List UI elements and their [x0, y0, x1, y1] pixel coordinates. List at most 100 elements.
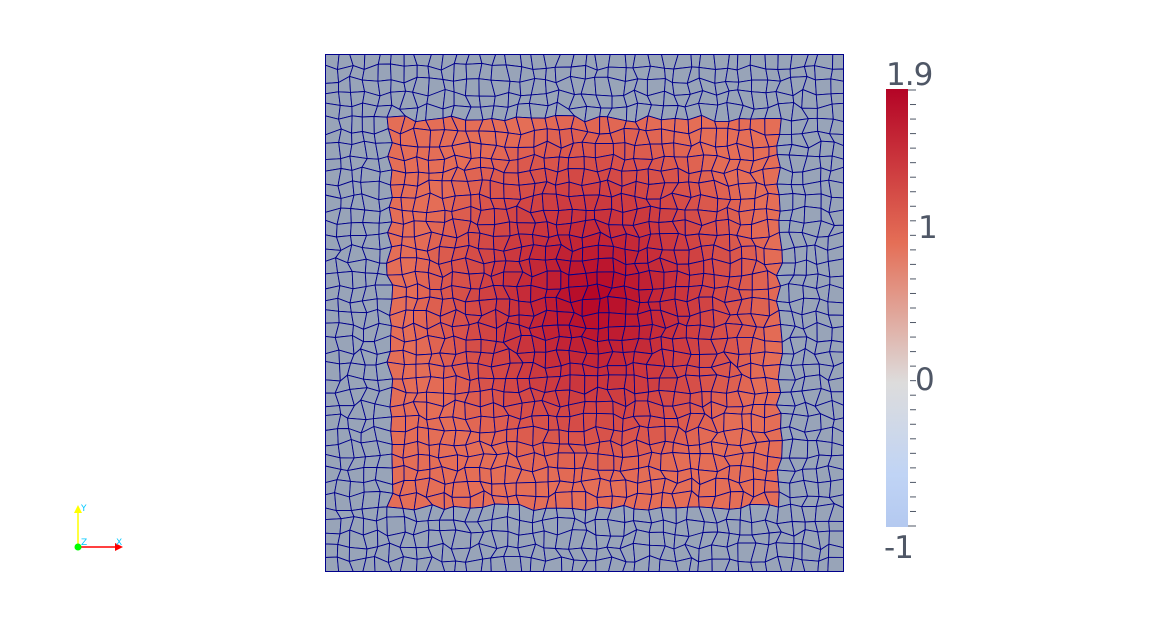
mesh-cell — [763, 352, 783, 366]
mesh-cell — [779, 194, 793, 212]
mesh-cell — [738, 183, 756, 200]
mesh-cell — [348, 468, 364, 483]
mesh-cell — [465, 79, 479, 96]
mesh-cell — [416, 364, 431, 378]
mesh-cell — [413, 211, 427, 221]
mesh-cell — [492, 517, 509, 532]
y-axis-label: Y — [80, 504, 87, 514]
mesh-cell — [635, 392, 649, 401]
mesh-cell — [362, 492, 380, 510]
mesh-cell — [325, 557, 339, 572]
orientation-axes-widget: Y X Z — [66, 500, 136, 560]
mesh-cell — [649, 222, 660, 235]
mesh-cell — [832, 326, 844, 342]
mesh-cell — [491, 466, 506, 484]
mesh-cell — [470, 142, 481, 159]
mesh-cell — [390, 170, 405, 185]
mesh-cell — [325, 361, 340, 381]
mesh-cell — [716, 219, 730, 235]
mesh-cell — [520, 556, 531, 572]
mesh-cell — [586, 272, 597, 286]
mesh-cell — [634, 144, 653, 159]
mesh-cell — [829, 521, 844, 531]
mesh-cell — [751, 562, 767, 572]
mesh-cell — [492, 495, 509, 504]
mesh-cell — [387, 507, 405, 517]
mesh-cell — [765, 54, 778, 70]
mesh-cell — [700, 310, 714, 328]
mesh-cell — [789, 439, 808, 458]
mesh-cell — [764, 324, 783, 342]
mesh-cell — [751, 80, 767, 93]
mesh-cell — [536, 482, 549, 497]
mesh-cell — [597, 496, 612, 508]
mesh-cell — [750, 337, 765, 353]
mesh-cell — [831, 93, 844, 104]
mesh-cell — [815, 79, 831, 95]
mesh-cell — [440, 235, 458, 248]
mesh-cell — [556, 223, 571, 235]
x-axis-label: X — [116, 538, 122, 548]
mesh-cell — [545, 366, 561, 377]
mesh-cell — [622, 326, 640, 340]
mesh-cell — [418, 454, 430, 471]
mesh-cell — [559, 430, 569, 444]
mesh-cell — [596, 401, 613, 414]
mesh-cell — [598, 245, 613, 258]
mesh-cell — [586, 210, 595, 220]
color-legend-max-label: 1.9 — [886, 60, 932, 91]
mesh-cell — [429, 172, 443, 180]
mesh-cell — [776, 543, 794, 558]
mesh-cell — [479, 96, 495, 107]
mesh-cell — [378, 64, 391, 81]
mesh-cell — [504, 556, 522, 572]
mesh-cell — [625, 234, 639, 252]
mesh-cell — [504, 378, 519, 392]
mesh-cell — [401, 185, 418, 199]
mesh-cell — [507, 429, 518, 442]
mesh-cell — [764, 249, 783, 265]
mesh-cell — [375, 285, 393, 299]
mesh-cell — [699, 54, 715, 70]
mesh-cell — [741, 453, 754, 468]
mesh-cell — [688, 445, 700, 454]
mesh-cell — [779, 220, 790, 232]
mesh-cell — [454, 64, 467, 82]
mesh-cell — [607, 366, 626, 375]
mesh-cell — [402, 364, 416, 379]
mesh-cell — [479, 131, 497, 146]
mesh-cell — [815, 521, 829, 532]
mesh-cell — [739, 119, 750, 131]
mesh-cell — [740, 520, 752, 535]
mesh-cell — [610, 480, 627, 498]
mesh-cell — [751, 297, 770, 316]
mesh-cell — [833, 54, 845, 69]
mesh-cell — [768, 441, 783, 459]
mesh-cell — [649, 532, 665, 546]
mesh-cell — [751, 92, 768, 110]
mesh-cell — [582, 142, 595, 158]
mesh-cell — [569, 413, 585, 431]
mesh-cell — [429, 364, 444, 379]
mesh-cell — [764, 480, 779, 492]
color-legend-mid-label: 1 — [918, 213, 937, 244]
mesh-cell — [325, 544, 338, 558]
mesh-cell — [569, 432, 585, 446]
mesh-cell — [649, 206, 660, 222]
mesh-cell — [608, 520, 625, 537]
mesh-cell — [634, 375, 648, 394]
mesh-cell — [325, 298, 339, 311]
mesh-plot[interactable] — [325, 54, 844, 572]
mesh-cell — [466, 339, 481, 352]
mesh-cell — [504, 184, 521, 199]
mesh-cell — [828, 302, 844, 316]
mesh-cell — [417, 65, 429, 78]
mesh-cell — [428, 520, 440, 531]
mesh-cell — [583, 402, 596, 414]
mesh-cell — [490, 180, 504, 198]
mesh-cell — [778, 54, 792, 70]
mesh-cell — [608, 313, 625, 327]
mesh-cell — [791, 172, 803, 185]
mesh-cell — [624, 506, 634, 523]
